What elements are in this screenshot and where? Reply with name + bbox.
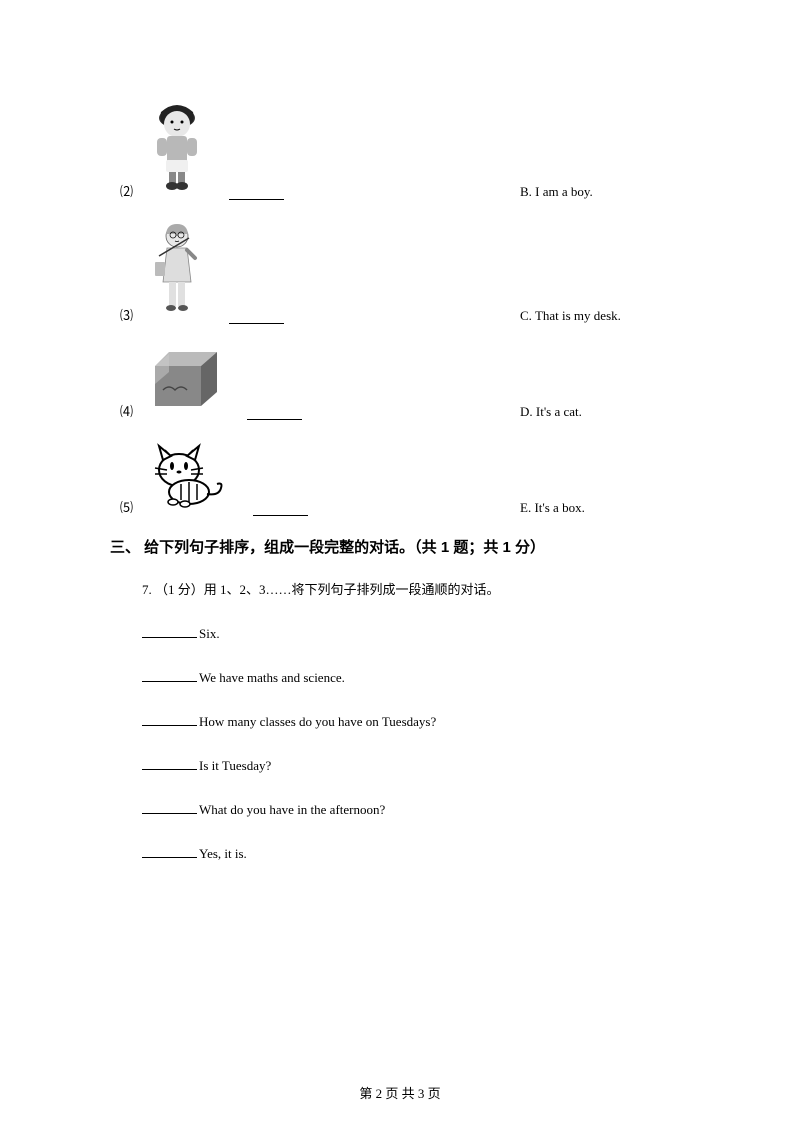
- dialogue-line-6: Yes, it is.: [142, 846, 700, 862]
- answer-letter: E.: [520, 500, 531, 515]
- answer-text: That is my desk.: [535, 308, 621, 323]
- dialogue-text: Six.: [199, 626, 220, 641]
- boy-image: [141, 100, 213, 200]
- answer-e: E. It's a box.: [520, 500, 585, 516]
- matching-number: ⑵: [120, 181, 133, 200]
- matching-row: ⑵ B. I am a boy.: [120, 100, 700, 200]
- answer-letter: C.: [520, 308, 532, 323]
- section-3-title: 三、 给下列句子排序，组成一段完整的对话。（共 1 题；共 1 分）: [110, 536, 700, 557]
- blank-line[interactable]: [142, 813, 197, 814]
- dialogue-text: What do you have in the afternoon?: [199, 802, 385, 817]
- dialogue-line-4: Is it Tuesday?: [142, 758, 700, 774]
- blank-line[interactable]: [253, 515, 308, 516]
- cat-image: [141, 440, 237, 516]
- matching-number: ⑶: [120, 305, 133, 324]
- dialogue-text: Yes, it is.: [199, 846, 247, 861]
- matching-item-5: ⑸: [120, 440, 700, 516]
- matching-row: ⑸: [120, 440, 700, 516]
- answer-d: D. It's a cat.: [520, 404, 582, 420]
- answer-text: I am a boy.: [535, 184, 593, 199]
- blank-line[interactable]: [142, 857, 197, 858]
- dialogue-text: Is it Tuesday?: [199, 758, 271, 773]
- matching-item-3: ⑶ C. That is my desk.: [120, 220, 700, 324]
- blank-line[interactable]: [142, 725, 197, 726]
- matching-number: ⑷: [120, 401, 133, 420]
- blank-line[interactable]: [229, 323, 284, 324]
- dialogue-line-5: What do you have in the afternoon?: [142, 802, 700, 818]
- matching-row: ⑶ C. That is my desk.: [120, 220, 700, 324]
- matching-item-2: ⑵ B. I am a boy.: [120, 100, 700, 200]
- dialogue-line-2: We have maths and science.: [142, 670, 700, 686]
- answer-letter: D.: [520, 404, 533, 419]
- teacher-image: [141, 220, 213, 324]
- answer-b: B. I am a boy.: [520, 184, 593, 200]
- dialogue-line-3: How many classes do you have on Tuesdays…: [142, 714, 700, 730]
- dialogue-text: How many classes do you have on Tuesdays…: [199, 714, 436, 729]
- matching-number: ⑸: [120, 497, 133, 516]
- blank-line[interactable]: [142, 769, 197, 770]
- dialogue-text: We have maths and science.: [199, 670, 345, 685]
- answer-c: C. That is my desk.: [520, 308, 621, 324]
- matching-item-4: ⑷ D. It's a cat.: [120, 344, 700, 420]
- page-footer: 第 2 页 共 3 页: [359, 1083, 440, 1102]
- box-image: [141, 344, 231, 420]
- matching-row: ⑷ D. It's a cat.: [120, 344, 700, 420]
- answer-text: It's a box.: [534, 500, 584, 515]
- question-7-prompt: 7. （1 分）用 1、2、3……将下列句子排列成一段通顺的对话。: [142, 579, 700, 598]
- blank-line[interactable]: [229, 199, 284, 200]
- blank-line[interactable]: [247, 419, 302, 420]
- blank-line[interactable]: [142, 637, 197, 638]
- answer-text: It's a cat.: [536, 404, 582, 419]
- answer-letter: B.: [520, 184, 532, 199]
- dialogue-line-1: Six.: [142, 626, 700, 642]
- blank-line[interactable]: [142, 681, 197, 682]
